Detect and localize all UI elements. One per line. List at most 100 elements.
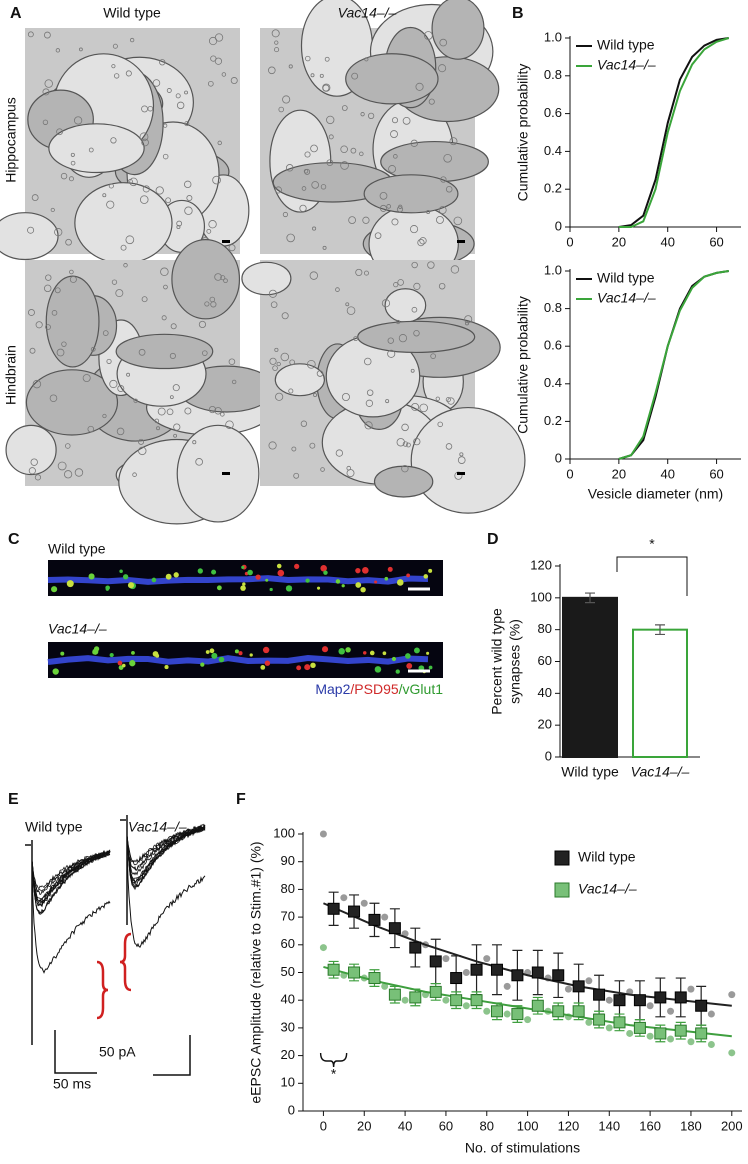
micrograph <box>260 0 500 283</box>
raw-point <box>319 944 327 952</box>
puncta <box>247 569 253 576</box>
red-brace <box>96 960 109 1020</box>
puncta <box>255 574 261 580</box>
vesicle <box>138 438 145 445</box>
vesicle <box>109 379 118 389</box>
mean-marker <box>674 991 687 1004</box>
puncta <box>387 566 393 572</box>
puncta <box>374 580 378 584</box>
vesicle <box>157 407 166 416</box>
vesicle <box>214 407 222 415</box>
raw-point <box>687 985 695 993</box>
mean-marker <box>572 980 585 993</box>
vesicle <box>363 357 372 366</box>
mean-marker <box>429 955 442 968</box>
vesicle <box>160 267 169 277</box>
vesicle <box>138 348 146 356</box>
vesicle <box>411 306 418 313</box>
scale-bar <box>222 240 230 243</box>
raw-point <box>442 955 450 963</box>
puncta <box>151 577 157 583</box>
mean-marker <box>409 941 422 954</box>
raw-point <box>707 1041 715 1049</box>
mean-marker <box>470 994 483 1007</box>
puncta <box>216 585 222 591</box>
vesicle <box>319 73 324 78</box>
vesicle <box>355 268 363 276</box>
vesicle <box>116 427 125 436</box>
trace <box>31 853 111 915</box>
membrane <box>345 53 439 105</box>
y-axis-label: Cumulative probability <box>515 296 531 434</box>
raw-point <box>503 1010 511 1018</box>
vesicle <box>335 449 344 457</box>
vesicle <box>341 105 348 111</box>
vesicle <box>439 38 448 47</box>
vesicle <box>453 216 463 226</box>
vesicle <box>74 116 83 125</box>
puncta <box>131 650 135 655</box>
legend-label: Vac14–/– <box>597 290 656 306</box>
puncta <box>52 668 59 675</box>
vesicle <box>443 153 452 163</box>
mean-marker <box>348 905 361 918</box>
vesicle <box>269 357 277 365</box>
vesicle <box>426 210 431 215</box>
vesicle <box>228 358 236 366</box>
vesicle <box>156 426 160 431</box>
y-tick-label: 0.2 <box>544 181 562 196</box>
vesicle <box>28 467 36 475</box>
vesicle <box>445 185 453 193</box>
vesicle <box>45 324 51 331</box>
vesicle <box>51 310 58 316</box>
trace <box>126 824 206 866</box>
vesicle <box>152 79 161 87</box>
vesicle <box>35 321 43 329</box>
vesicle <box>427 261 435 269</box>
mean-marker <box>695 999 708 1012</box>
puncta <box>384 576 389 581</box>
vesicle <box>340 161 349 170</box>
vesicle <box>401 465 409 473</box>
vesicle <box>324 56 330 62</box>
vesicle <box>154 418 160 424</box>
first-trace <box>31 869 111 974</box>
vesicle <box>82 374 91 383</box>
puncta <box>92 650 97 655</box>
vesicle <box>220 412 225 417</box>
vesicle <box>436 216 444 224</box>
vesicle <box>440 176 447 183</box>
puncta <box>88 573 95 580</box>
vesicle <box>139 132 149 142</box>
vesicle <box>435 396 440 401</box>
vesicle <box>402 116 411 125</box>
vesicle <box>74 468 84 477</box>
y-tick-label: 120 <box>530 557 552 572</box>
vesicle <box>231 379 237 385</box>
membrane <box>241 261 292 296</box>
vesicle <box>30 458 38 466</box>
vesicle <box>169 395 174 400</box>
puncta <box>310 662 316 669</box>
vesicle <box>341 393 350 402</box>
red-brace <box>119 932 132 992</box>
vesicle <box>438 64 447 73</box>
vesicle <box>364 57 369 62</box>
trace <box>31 850 111 905</box>
vesicle <box>176 225 181 230</box>
y-tick-label: 0.6 <box>544 338 562 353</box>
puncta <box>355 582 362 588</box>
panel-label: D <box>487 531 499 548</box>
puncta <box>211 569 217 575</box>
puncta <box>205 650 210 654</box>
raw-point <box>483 1007 491 1015</box>
vesicle <box>280 352 290 362</box>
vesicle <box>132 472 137 477</box>
mean-marker <box>593 1013 606 1026</box>
vesicle <box>195 458 203 466</box>
y-tick-label: 30 <box>281 1019 295 1034</box>
puncta <box>249 653 253 657</box>
vesicle <box>289 359 295 366</box>
cdf-line <box>618 270 729 460</box>
raw-point <box>585 977 593 985</box>
